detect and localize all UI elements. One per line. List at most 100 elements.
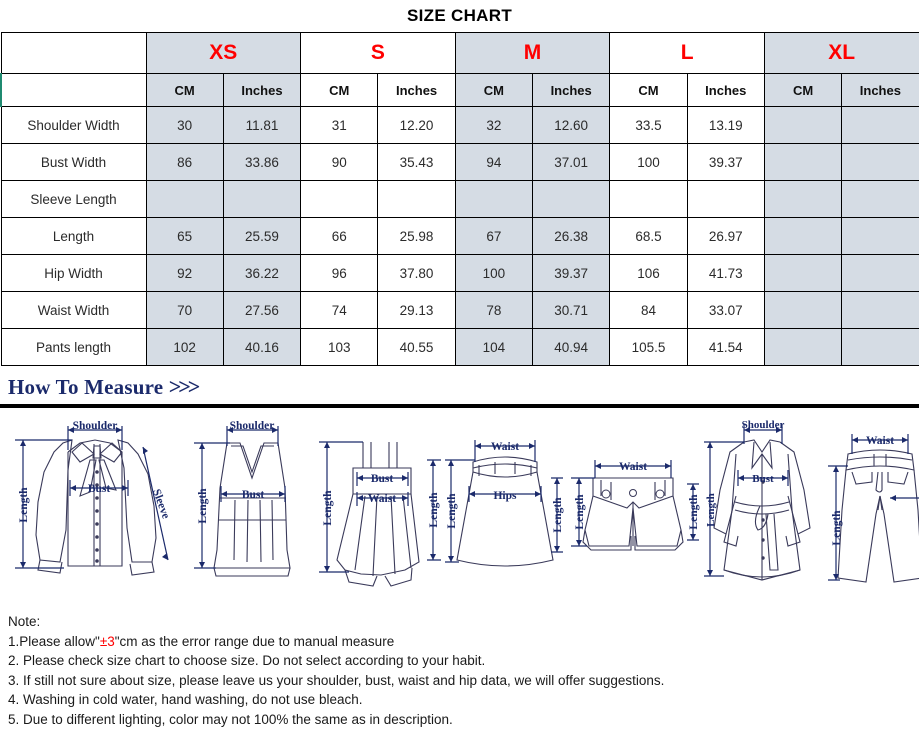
measure-cell: 30.71 (532, 291, 611, 329)
measure-cell: 31 (300, 106, 379, 144)
note-line-4: 4. Washing in cold water, hand washing, … (8, 692, 363, 707)
measure-cell (841, 254, 919, 292)
row-label: Waist Width (0, 291, 147, 329)
svg-text:Shoulder: Shoulder (73, 420, 118, 432)
measure-cell: 105.5 (609, 328, 688, 366)
unit-header-s-inches: Inches (377, 73, 456, 107)
unit-header-l-inches: Inches (686, 73, 765, 107)
svg-text:Length: Length (705, 493, 717, 527)
figure-blouse: Shoulder Bust Length Sleeve (0, 410, 190, 606)
svg-text:Waist: Waist (619, 461, 647, 473)
measure-cell: 102 (145, 328, 224, 366)
how-to-measure-heading: How To Measure >>> (8, 374, 919, 400)
svg-text:Length: Length (831, 510, 843, 546)
svg-text:Length: Length (197, 488, 209, 524)
measure-cell (841, 143, 919, 181)
note-line-2: 2. Please check size chart to choose siz… (8, 653, 486, 668)
measure-cell: 40.55 (377, 328, 456, 366)
note-line-3: 3. If still not sure about size, please … (8, 672, 665, 688)
size-header-l: L (609, 32, 765, 74)
table-row: Shoulder Width 30 11.81 31 12.20 32 12.60 33.5 1… (0, 106, 919, 144)
measure-cell (763, 291, 843, 329)
how-to-measure-label: How To Measure (8, 375, 164, 399)
figure-pants: Waist Length Thigh (822, 410, 919, 606)
how-to-measure-section: How To Measure >>> (0, 366, 919, 408)
unit-header-xl-cm: CM (763, 73, 843, 107)
measure-cell: 68.5 (609, 217, 688, 255)
note-line-1: 1.Please allow"±3"cm as the error range … (8, 632, 919, 652)
unit-header-s-cm: CM (300, 73, 379, 107)
chevron-right-icon: >>> (168, 374, 201, 399)
table-row: Sleeve Length (0, 180, 919, 218)
measure-cell: 32 (454, 106, 534, 144)
unit-header-xs-cm: CM (145, 73, 224, 107)
notes-section: Note: 1.Please allow"±3"cm as the error … (0, 606, 919, 729)
size-label: M (523, 41, 542, 64)
size-label: XL (828, 41, 856, 64)
svg-text:Length: Length (446, 493, 458, 529)
svg-text:Bust: Bust (371, 473, 394, 485)
measure-cell (145, 180, 224, 218)
table-row: Waist Width 70 27.56 74 29.13 78 30.71 84 33.07 (0, 291, 919, 329)
measure-cell (609, 180, 688, 218)
page-title: SIZE CHART (407, 6, 512, 25)
svg-text:Length: Length (574, 494, 586, 530)
unit-header-xs-inches: Inches (222, 73, 302, 107)
size-label: L (680, 41, 694, 64)
svg-text:Length: Length (322, 490, 334, 526)
note-1-part-a: 1.Please allow" (8, 633, 100, 649)
table-row: Pants length 102 40.16 103 40.55 104 40.94 105.… (0, 328, 919, 366)
measure-cell: 84 (609, 291, 688, 329)
table-row: Length 65 25.59 66 25.98 67 26.38 68.5 26.97 (0, 217, 919, 255)
measure-cell: 33.86 (222, 143, 302, 181)
measure-cell: 67 (454, 217, 534, 255)
measure-cell: 37.01 (532, 143, 611, 181)
measure-cell: 100 (609, 143, 688, 181)
measure-cell: 27.56 (222, 291, 302, 329)
svg-text:Length: Length (688, 494, 700, 530)
size-label: S (370, 41, 385, 64)
unit-header-xl-inches: Inches (841, 73, 919, 107)
measure-cell: 26.38 (532, 217, 611, 255)
size-header-xs: XS (145, 32, 302, 74)
measure-cell: 36.22 (222, 254, 302, 292)
measure-cell (300, 180, 379, 218)
measure-cell: 39.37 (532, 254, 611, 292)
row-label: Sleeve Length (0, 180, 147, 218)
svg-text:Length: Length (428, 492, 440, 528)
measure-cell: 41.54 (686, 328, 765, 366)
measure-cell: 30 (145, 106, 224, 144)
measure-cell (841, 217, 919, 255)
measure-cell (763, 217, 843, 255)
measure-cell: 103 (300, 328, 379, 366)
measure-cell: 66 (300, 217, 379, 255)
svg-text:Length: Length (18, 487, 30, 523)
unit-header-m-cm: CM (454, 73, 534, 107)
row-label: Shoulder Width (0, 106, 147, 144)
unit-header-m-inches: Inches (532, 73, 611, 107)
header-corner-cell (0, 32, 147, 74)
measure-cell: 40.16 (222, 328, 302, 366)
svg-text:Hips: Hips (493, 490, 517, 502)
figure-coat: Shoulder Bust Length (702, 410, 822, 606)
svg-text:Shoulder: Shoulder (742, 419, 785, 431)
measure-cell: 12.60 (532, 106, 611, 144)
measure-cell (532, 180, 611, 218)
measure-cell (841, 328, 919, 366)
unit-header-l-cm: CM (609, 73, 688, 107)
measure-cell: 25.98 (377, 217, 456, 255)
measure-cell: 13.19 (686, 106, 765, 144)
measure-cell: 33.5 (609, 106, 688, 144)
size-header-row: XS S M L XL (0, 32, 919, 74)
measure-cell: 104 (454, 328, 534, 366)
measure-cell: 90 (300, 143, 379, 181)
note-1-part-b: "cm as the error range due to manual mea… (114, 633, 395, 649)
measure-cell: 11.81 (222, 106, 302, 144)
svg-text:Waist: Waist (866, 435, 894, 447)
measure-cell: 74 (300, 291, 379, 329)
unit-header-row: CM Inches CM Inches CM Inches CM Inches CM Inches (0, 73, 919, 107)
measure-cell: 33.07 (686, 291, 765, 329)
measure-cell (763, 180, 843, 218)
measure-cell (763, 328, 843, 366)
measure-cell (454, 180, 534, 218)
